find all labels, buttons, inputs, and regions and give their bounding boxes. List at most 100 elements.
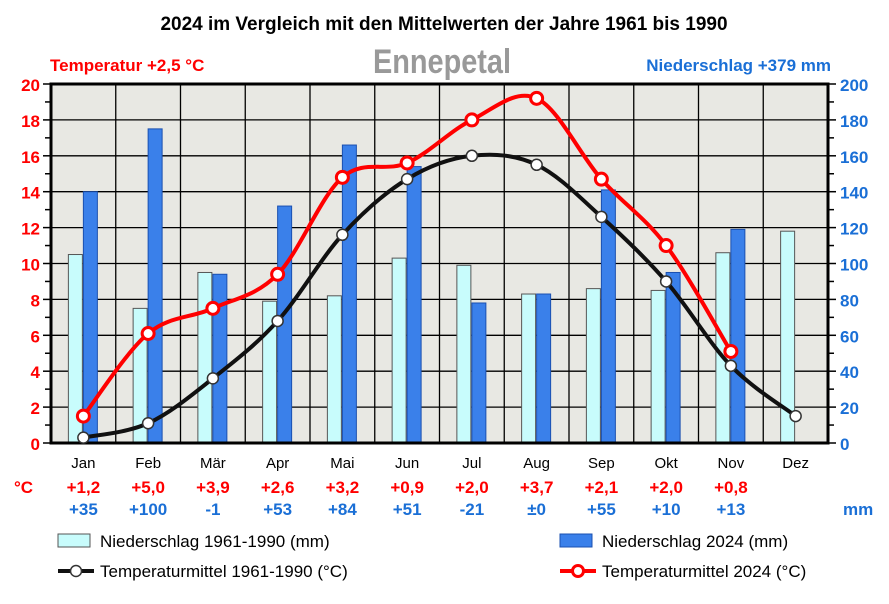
bar-precip-2024 — [471, 302, 487, 444]
bar-precip-1961-1990 — [521, 293, 537, 444]
bar-precip-2024 — [212, 273, 228, 444]
point-temp-1961-1990 — [141, 417, 155, 430]
point-temp-2024 — [658, 238, 674, 254]
y-right-tick-label: 180 — [840, 112, 868, 131]
y-left-tick-label: 4 — [31, 363, 41, 382]
x-tick-label: Jan — [71, 455, 95, 472]
y-left-tick-label: 16 — [21, 148, 40, 167]
point-temp-1961-1990 — [336, 228, 349, 242]
point-temp-1961-1990 — [465, 149, 479, 163]
bar-precip-1961-1990 — [585, 288, 601, 444]
precip-diff-label: -21 — [460, 500, 485, 519]
y-right-tick-label: 60 — [840, 327, 859, 346]
precip-diff-label: ±0 — [527, 500, 546, 519]
chart-title: 2024 im Vergleich mit den Mittelwerten d… — [160, 14, 727, 35]
point-temp-2024 — [399, 155, 415, 171]
temperature-summary: Temperatur +2,5 °C — [50, 56, 204, 75]
point-temp-1961-1990 — [400, 172, 414, 186]
legend-swatch — [57, 533, 91, 548]
point-temp-2024 — [334, 169, 350, 185]
point-temp-2024 — [205, 300, 221, 316]
point-temp-2024 — [464, 112, 480, 128]
y-left-tick-label: 12 — [21, 220, 40, 239]
temp-diff-unit: °C — [14, 478, 33, 497]
x-tick-label: Dez — [782, 455, 809, 472]
y-left-tick-label: 20 — [21, 76, 40, 95]
y-left-tick-label: 10 — [21, 256, 40, 275]
bar-precip-1961-1990 — [326, 295, 342, 444]
bar-precip-2024 — [536, 293, 552, 444]
temp-diff-label: +2,0 — [649, 478, 683, 497]
point-temp-1961-1990 — [789, 409, 802, 423]
legend-marker — [69, 564, 83, 578]
y-right-tick-label: 120 — [840, 220, 868, 239]
y-left-tick-label: 6 — [31, 327, 40, 346]
point-temp-2024 — [140, 326, 156, 342]
precip-diff-label: +84 — [328, 500, 357, 519]
y-left-tick-label: 8 — [31, 291, 40, 310]
temp-diff-label: +3,2 — [326, 478, 360, 497]
legend-marker — [571, 564, 585, 578]
point-temp-2024 — [529, 90, 545, 106]
legend-label: Niederschlag 2024 (mm) — [602, 532, 788, 551]
x-tick-label: Nov — [718, 455, 745, 472]
precip-diff-label: -1 — [205, 500, 220, 519]
x-tick-label: Apr — [266, 455, 289, 472]
y-left-tick-label: 0 — [31, 435, 40, 454]
station-name: Ennepetal — [373, 42, 511, 81]
x-tick-label: Jul — [462, 455, 481, 472]
point-temp-1961-1990 — [206, 372, 220, 385]
x-tick-label: Sep — [588, 455, 615, 472]
precip-diff-label: +100 — [129, 500, 167, 519]
legend-swatch — [559, 533, 593, 548]
precip-diff-label: +10 — [652, 500, 681, 519]
x-tick-label: Mär — [200, 455, 226, 472]
temp-diff-label: +0,9 — [390, 478, 424, 497]
precip-diff-unit: mm — [843, 500, 873, 519]
precip-diff-label: +35 — [69, 500, 98, 519]
y-right-tick-label: 80 — [840, 291, 859, 310]
x-tick-label: Aug — [523, 455, 550, 472]
precipitation-summary: Niederschlag +379 mm — [646, 56, 831, 75]
temp-diff-label: +3,9 — [196, 478, 230, 497]
legend-label: Temperaturmittel 2024 (°C) — [602, 562, 806, 581]
point-temp-1961-1990 — [595, 210, 608, 224]
y-right-tick-label: 40 — [840, 363, 859, 382]
y-right-tick-label: 20 — [840, 399, 859, 418]
bar-precip-1961-1990 — [456, 264, 472, 444]
y-right-tick-label: 100 — [840, 256, 868, 275]
temp-diff-label: +2,0 — [455, 478, 489, 497]
y-left-tick-label: 14 — [21, 184, 40, 203]
point-temp-1961-1990 — [659, 275, 673, 288]
temp-diff-label: +5,0 — [131, 478, 165, 497]
y-right-tick-label: 160 — [840, 148, 868, 167]
temp-diff-label: +2,1 — [585, 478, 619, 497]
temp-diff-label: +3,7 — [520, 478, 554, 497]
bar-precip-2024 — [147, 128, 163, 444]
x-tick-label: Mai — [330, 455, 354, 472]
bar-precip-2024 — [341, 144, 357, 444]
point-temp-1961-1990 — [724, 359, 738, 373]
bar-precip-2024 — [406, 166, 422, 444]
bar-precip-1961-1990 — [197, 271, 213, 444]
point-temp-1961-1990 — [271, 314, 284, 328]
point-temp-2024 — [75, 408, 91, 424]
point-temp-2024 — [593, 171, 609, 187]
precip-diff-label: +51 — [393, 500, 422, 519]
y-right-tick-label: 140 — [840, 184, 868, 203]
precip-diff-label: +55 — [587, 500, 616, 519]
bar-precip-1961-1990 — [650, 289, 666, 444]
temp-diff-label: +2,6 — [261, 478, 295, 497]
y-right-tick-label: 0 — [840, 435, 849, 454]
x-tick-label: Feb — [135, 455, 161, 472]
precip-diff-label: +13 — [716, 500, 745, 519]
bar-precip-1961-1990 — [391, 257, 407, 444]
bar-precip-2024 — [730, 228, 746, 444]
point-temp-1961-1990 — [77, 431, 90, 444]
legend-label: Niederschlag 1961-1990 (mm) — [100, 532, 330, 551]
y-left-tick-label: 18 — [21, 112, 40, 131]
point-temp-2024 — [723, 343, 739, 359]
precip-diff-label: +53 — [263, 500, 292, 519]
point-temp-2024 — [270, 266, 286, 282]
